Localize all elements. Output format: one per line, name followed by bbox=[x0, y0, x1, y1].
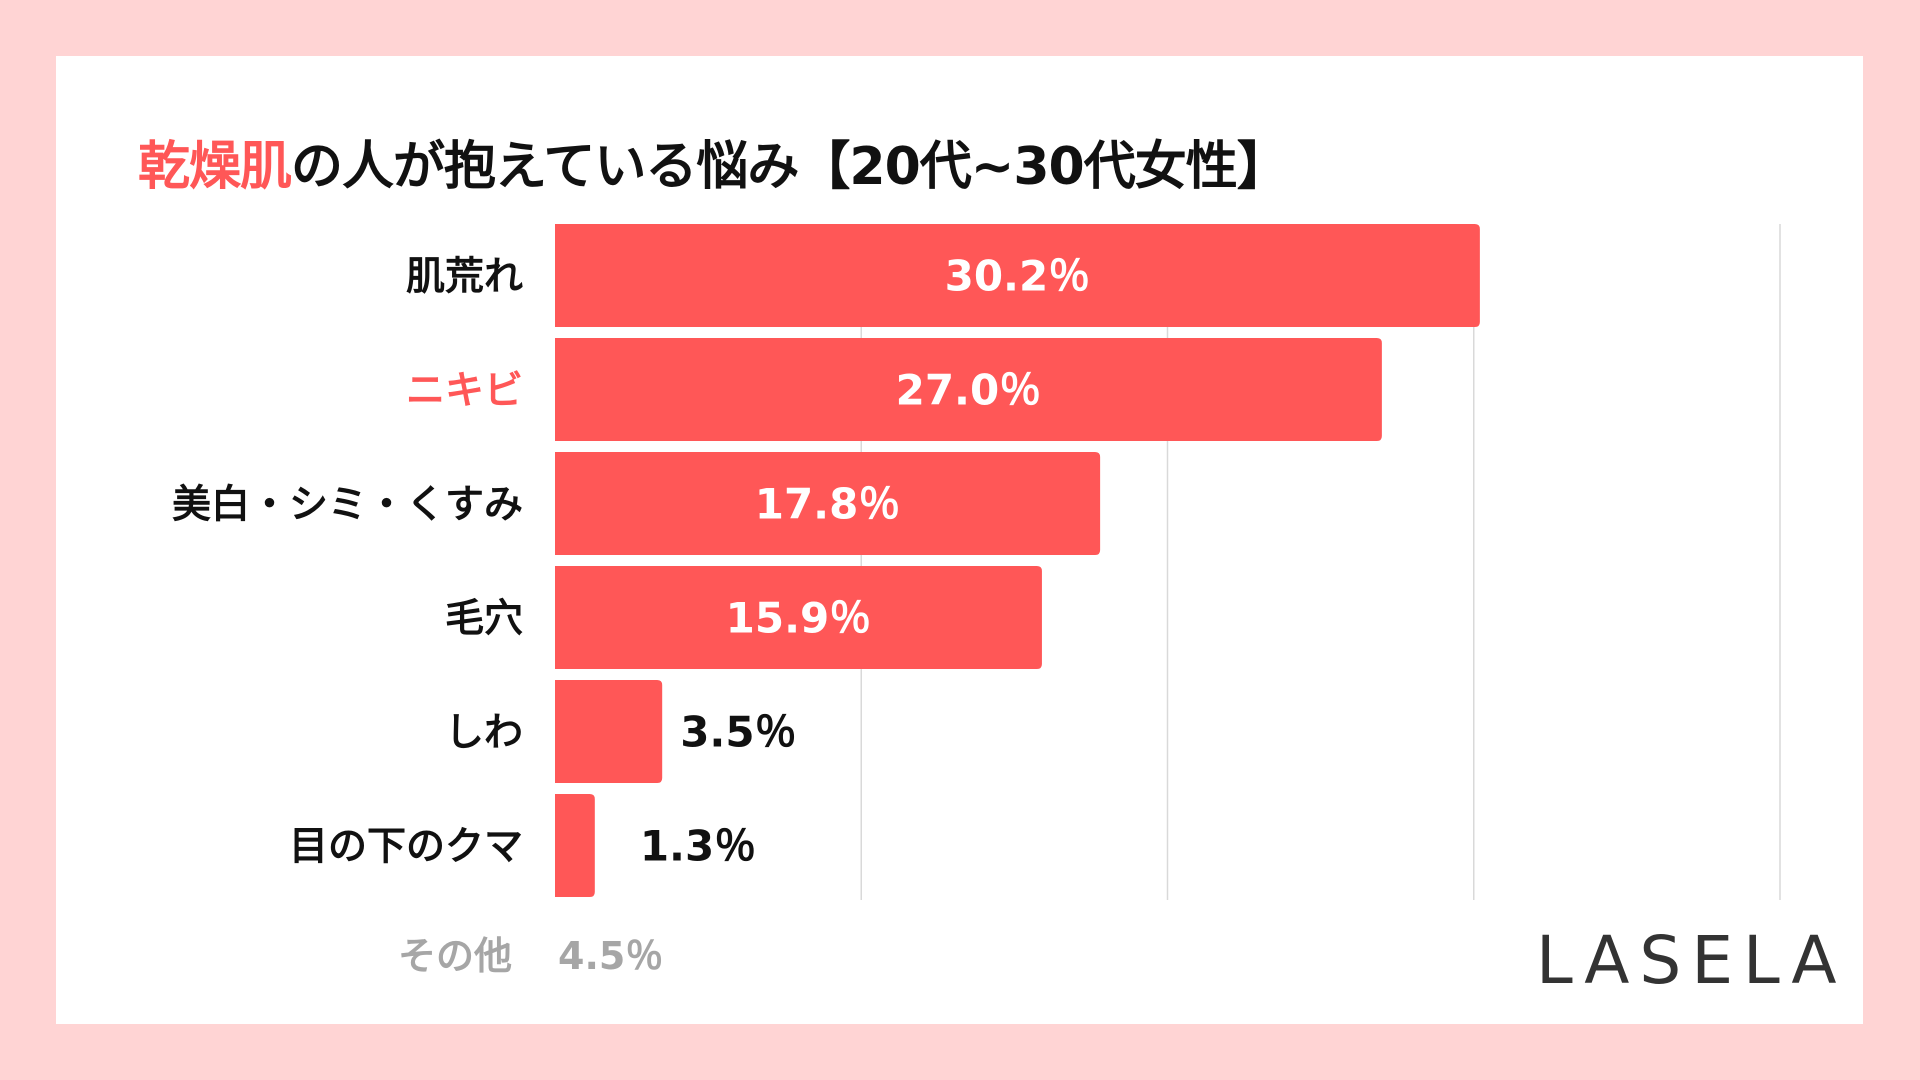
category-label: 毛穴 bbox=[445, 597, 523, 642]
bar bbox=[555, 566, 1042, 669]
value-label: 27.0％ bbox=[896, 366, 1042, 415]
category-label: しわ bbox=[445, 711, 523, 756]
other-value: 4.5％ bbox=[558, 934, 664, 978]
title-rest: の人が抱えている悩み【20代~30代女性】 bbox=[291, 137, 1289, 197]
category-label: 肌荒れ bbox=[406, 255, 523, 300]
bar bbox=[555, 224, 1480, 327]
value-label: 3.5％ bbox=[680, 708, 796, 757]
bar bbox=[555, 452, 1101, 555]
chart-title: 乾燥肌の人が抱えている悩み【20代~30代女性】 bbox=[138, 124, 1289, 199]
value-label: 15.9％ bbox=[726, 594, 872, 643]
bar bbox=[555, 794, 595, 897]
lasela-logo: LASELA bbox=[1536, 922, 1847, 999]
bar bbox=[555, 338, 1382, 441]
category-label: 目の下のクマ bbox=[289, 825, 523, 870]
category-label: ニキビ bbox=[406, 369, 523, 414]
value-label: 17.8％ bbox=[755, 480, 901, 529]
bar bbox=[555, 680, 663, 783]
category-label: 美白・シミ・くすみ bbox=[172, 483, 523, 528]
value-label: 1.3％ bbox=[640, 822, 756, 871]
other-label: その他 bbox=[398, 934, 513, 978]
title-highlight: 乾燥肌 bbox=[138, 137, 292, 197]
value-label: 30.2％ bbox=[945, 252, 1091, 301]
